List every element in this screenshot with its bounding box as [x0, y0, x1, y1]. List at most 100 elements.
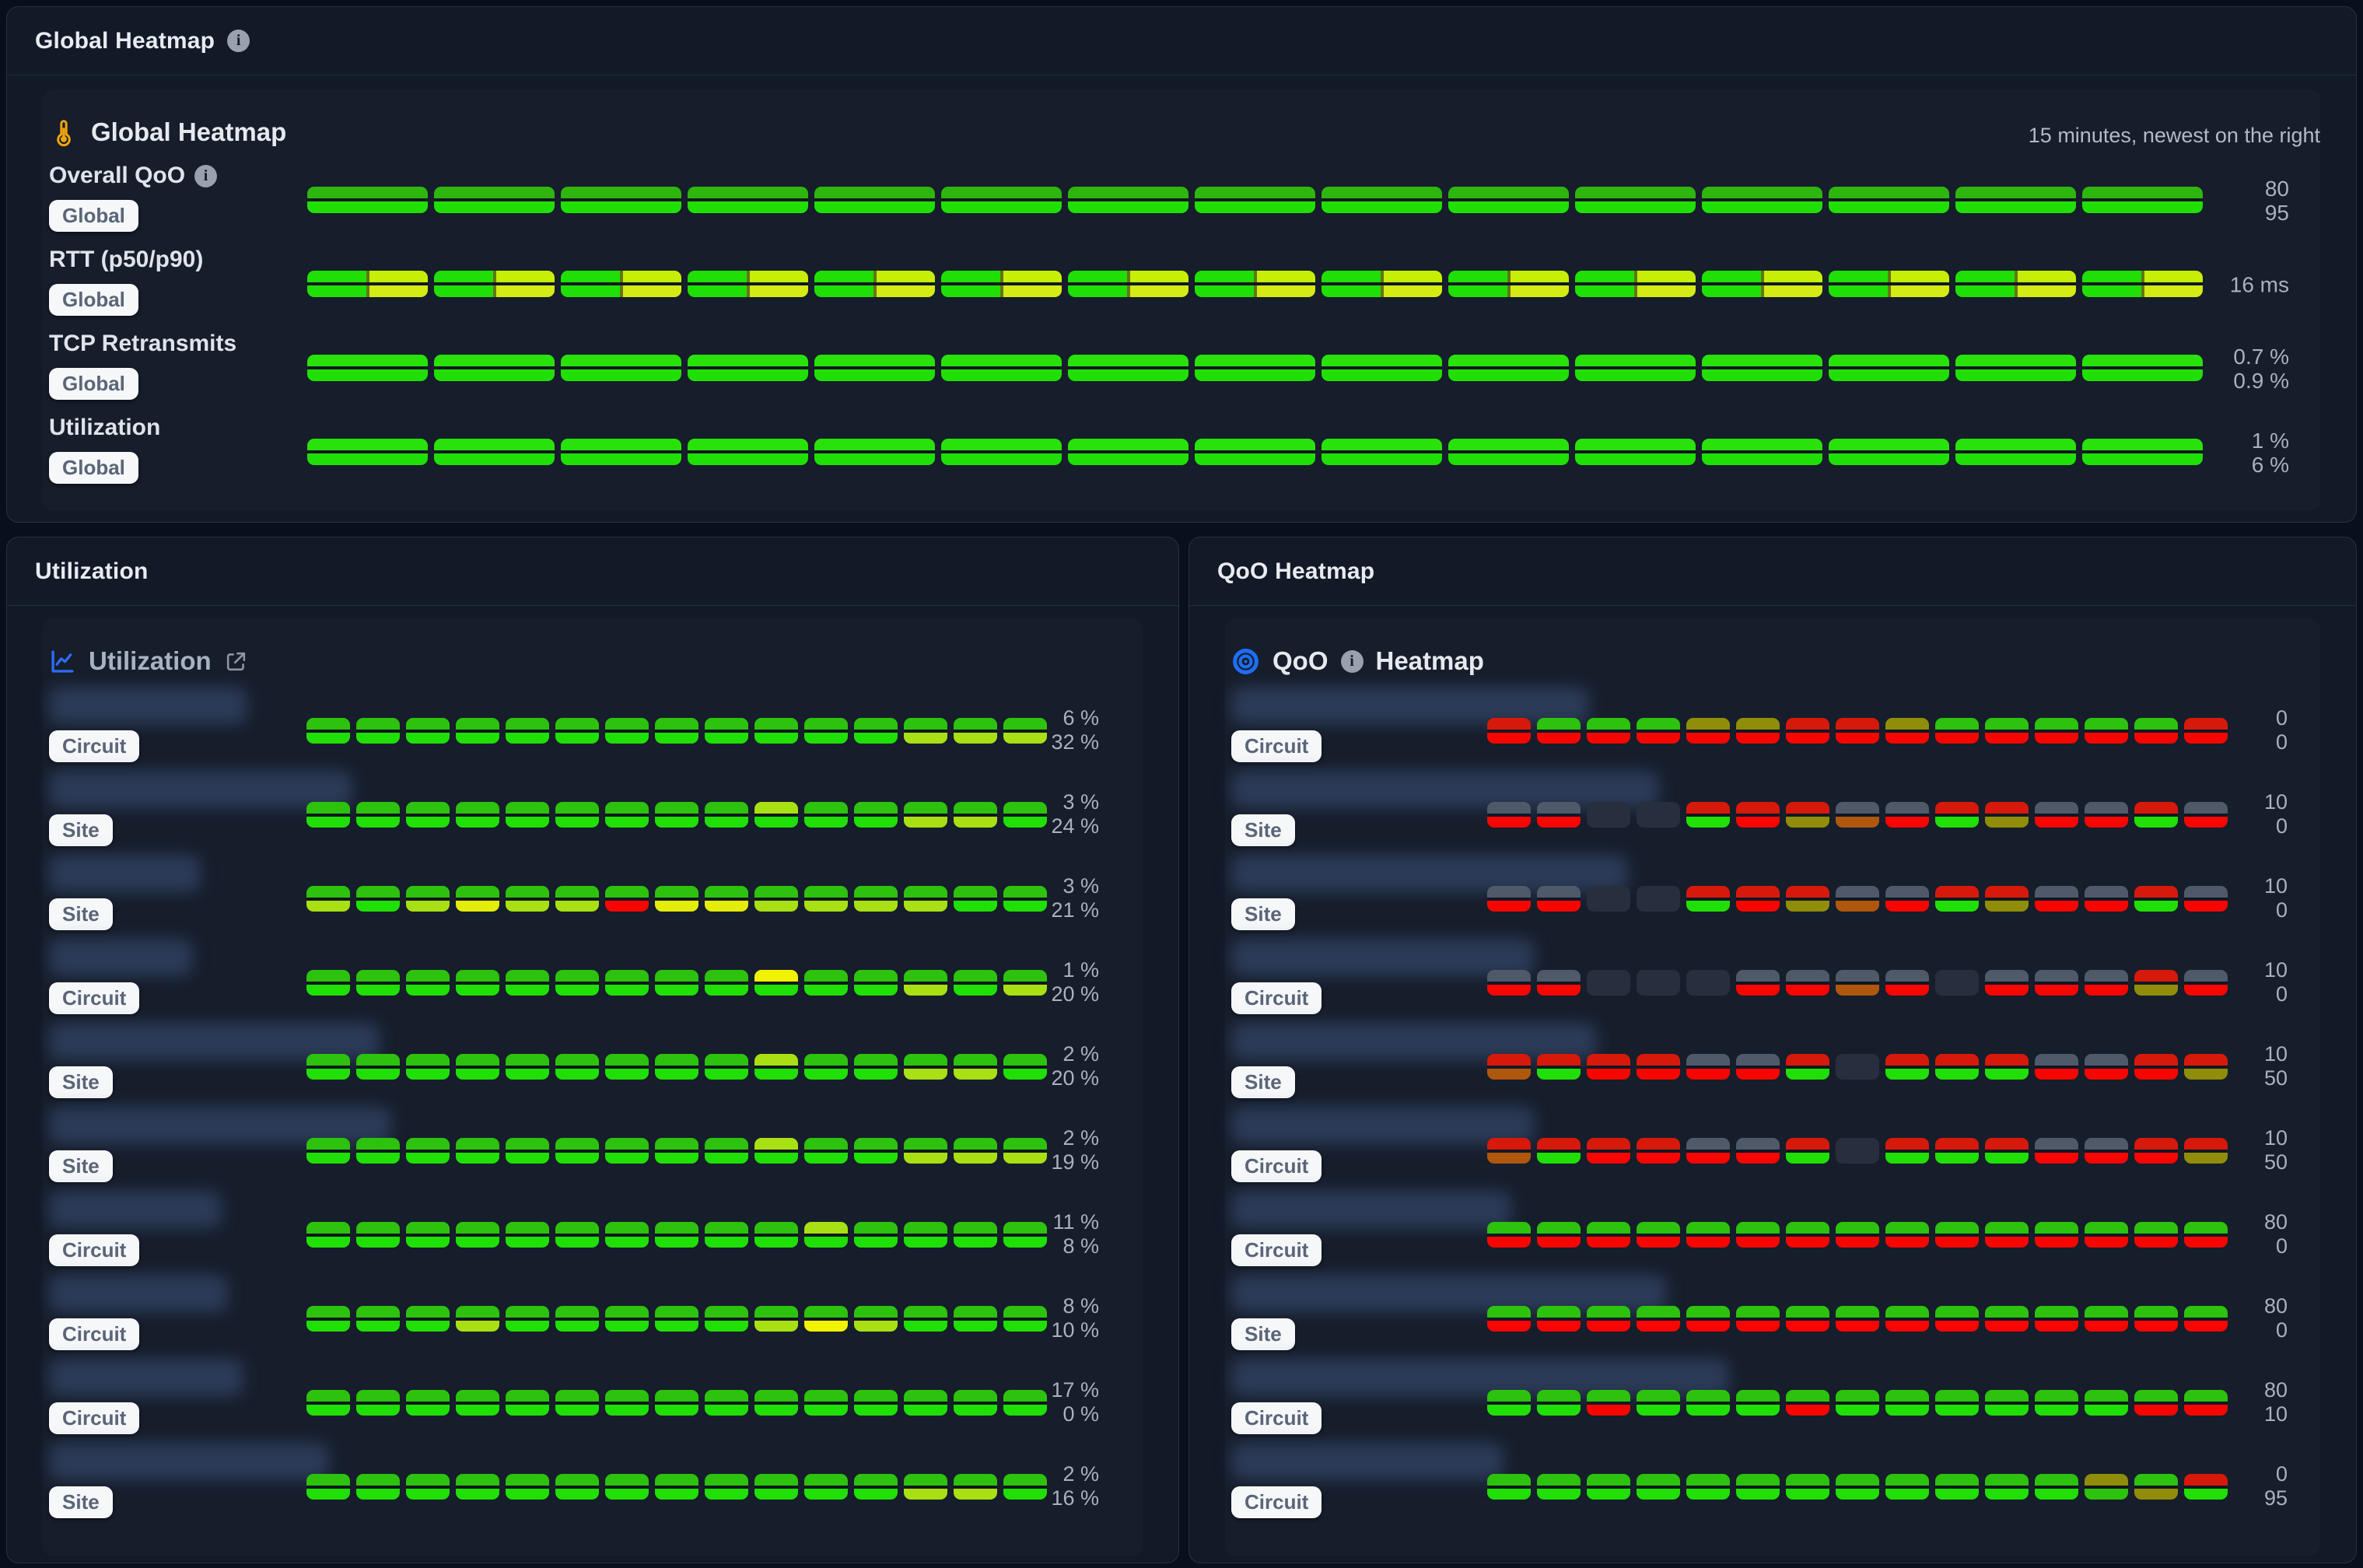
qoo-heatmap-panel-header[interactable]: QoO Heatmap: [1189, 537, 2356, 606]
qoo-row[interactable]: Site 80 0: [1225, 1275, 2320, 1362]
row-values: 2 % 20 %: [1051, 1042, 1099, 1090]
utilization-row[interactable]: Site 2 % 20 %: [43, 1023, 1143, 1110]
line-chart-icon: [49, 648, 76, 675]
heatmap-cell: [854, 1306, 898, 1332]
qoo-row[interactable]: Circuit 10 50: [1225, 1107, 2320, 1194]
type-badge: Circuit: [1231, 1150, 1322, 1183]
global-heatmap-panel-header[interactable]: Global Heatmap: [7, 7, 2356, 75]
heatmap-cell: [456, 718, 499, 744]
info-icon[interactable]: [1340, 649, 1364, 673]
external-link-icon[interactable]: [224, 649, 248, 674]
card-title-text: QoO: [1273, 646, 1329, 675]
heatmap-cell: [1885, 802, 1929, 828]
heatmap-cell: [804, 1054, 848, 1080]
heatmap-cell: [1935, 886, 1979, 912]
heatmap-cell: [1003, 1474, 1047, 1500]
heatmap-cell: [1686, 802, 1730, 828]
utilization-row[interactable]: Site 3 % 24 %: [43, 771, 1143, 858]
qoo-row[interactable]: Circuit 80 0: [1225, 1191, 2320, 1278]
qoo-row[interactable]: Site 10 0: [1225, 855, 2320, 942]
heatmap-cell: [705, 1390, 748, 1416]
utilization-row[interactable]: Site 3 % 21 %: [43, 855, 1143, 942]
qoo-row[interactable]: Circuit 10 0: [1225, 939, 2320, 1026]
heatmap-cells: [307, 355, 2203, 381]
heatmap-cell: [2184, 886, 2228, 912]
heatmap-cell: [1836, 1306, 1879, 1332]
utilization-row[interactable]: Circuit 11 % 8 %: [43, 1191, 1143, 1278]
qoo-row[interactable]: Circuit 0 95: [1225, 1443, 2320, 1530]
heatmap-cell: [2184, 1138, 2228, 1164]
global-heatmap-row[interactable]: RTT (p50/p90) Global 16 ms: [43, 243, 2320, 327]
qoo-row[interactable]: Circuit 0 0: [1225, 687, 2320, 774]
utilization-row[interactable]: Site 2 % 19 %: [43, 1107, 1143, 1194]
heatmap-cell: [2035, 1054, 2078, 1080]
row-values: 80 10: [2263, 1378, 2288, 1426]
heatmap-cell: [814, 271, 935, 297]
utilization-panel-header[interactable]: Utilization: [7, 537, 1178, 606]
utilization-row[interactable]: Circuit 17 % 0 %: [43, 1359, 1143, 1446]
heatmap-cell: [2035, 1222, 2078, 1248]
heatmap-cell: [1448, 187, 1569, 213]
utilization-row[interactable]: Circuit 1 % 20 %: [43, 939, 1143, 1026]
heatmap-cell: [754, 1138, 798, 1164]
row-label-text: Overall QoO: [49, 163, 186, 188]
heatmap-cell: [506, 1054, 549, 1080]
thermometer-icon: [49, 117, 79, 147]
panel-title: Global Heatmap: [35, 27, 215, 54]
qoo-row[interactable]: Site 10 50: [1225, 1023, 2320, 1110]
heatmap-cell: [1637, 718, 1680, 744]
info-icon[interactable]: [227, 30, 250, 52]
row-values: 10 50: [2263, 1126, 2288, 1174]
heatmap-cell: [1195, 271, 1315, 297]
heatmap-cell: [2085, 886, 2128, 912]
heatmap-cells: [1487, 970, 2228, 996]
type-badge: Site: [1231, 814, 1295, 847]
redacted-name: [49, 1191, 222, 1228]
type-badge: Site: [49, 898, 113, 931]
heatmap-cell: [1985, 1222, 2029, 1248]
global-heatmap-row[interactable]: Utilization Global 1 % 6 %: [43, 411, 2320, 495]
heatmap-cell: [754, 1222, 798, 1248]
heatmap-cell: [1322, 439, 1442, 465]
heatmap-cell: [1786, 970, 1829, 996]
heatmap-cell: [1537, 1390, 1581, 1416]
heatmap-cell: [1448, 439, 1569, 465]
heatmap-cell: [854, 886, 898, 912]
heatmap-cells: [1487, 1390, 2228, 1416]
heatmap-cell: [804, 1306, 848, 1332]
heatmap-cell: [306, 802, 350, 828]
qoo-row[interactable]: Circuit 80 10: [1225, 1359, 2320, 1446]
heatmap-cell: [705, 970, 748, 996]
heatmap-cell: [1587, 1222, 1630, 1248]
heatmap-cell: [456, 1474, 499, 1500]
global-heatmap-row[interactable]: TCP Retransmits Global 0.7 % 0.9 %: [43, 327, 2320, 411]
heatmap-cell: [1885, 1474, 1929, 1500]
type-badge: Site: [49, 1486, 113, 1519]
heatmap-cells: [307, 187, 2203, 213]
heatmap-cell: [1537, 1306, 1581, 1332]
heatmap-cell: [2035, 802, 2078, 828]
utilization-row[interactable]: Site 2 % 16 %: [43, 1443, 1143, 1530]
heatmap-cell: [506, 1138, 549, 1164]
heatmap-cell: [688, 271, 808, 297]
row-values: 2 % 16 %: [1051, 1462, 1099, 1510]
heatmap-cell: [655, 886, 698, 912]
utilization-row[interactable]: Circuit 6 % 32 %: [43, 687, 1143, 774]
heatmap-cell: [1885, 1222, 1929, 1248]
heatmap-cell: [1702, 355, 1822, 381]
heatmap-cell: [1587, 718, 1630, 744]
info-icon[interactable]: [194, 164, 218, 187]
redacted-name: [49, 687, 247, 724]
qoo-row[interactable]: Site 10 0: [1225, 771, 2320, 858]
heatmap-cell: [306, 970, 350, 996]
heatmap-cell: [456, 1138, 499, 1164]
heatmap-cell: [1985, 1306, 2029, 1332]
heatmap-cell: [306, 1138, 350, 1164]
heatmap-cells: [1487, 886, 2228, 912]
heatmap-cell: [456, 970, 499, 996]
utilization-row[interactable]: Circuit 8 % 10 %: [43, 1275, 1143, 1362]
heatmap-cell: [904, 1474, 947, 1500]
row-values: 10 0: [2263, 790, 2288, 838]
